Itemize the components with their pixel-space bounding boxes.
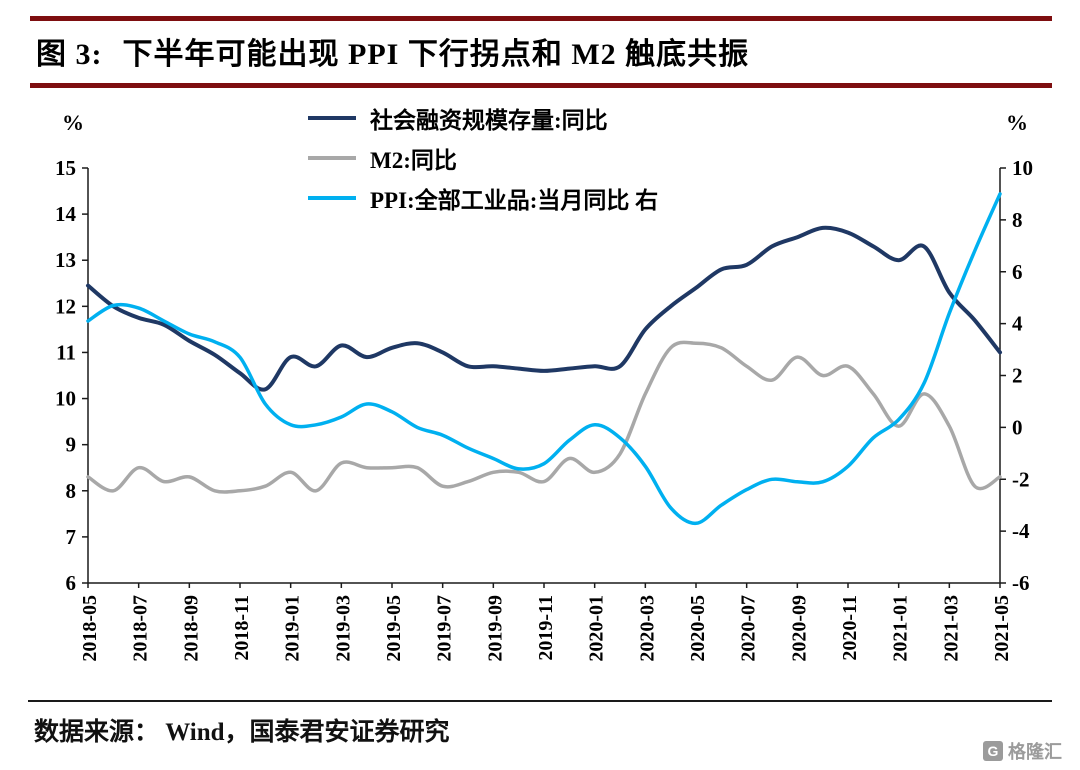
series-line-1 [86,340,1002,494]
left-axis-label: 12 [55,294,76,318]
chart-canvas: 6 7 8 9 10 11 12 13 14 15 -6 -4 -2 0 2 4 6 8 10 2018-05 2018… [55,156,1033,662]
right-axis-label: 2 [1012,364,1023,388]
legend-label: 社会融资规模存量:同比 [370,108,608,133]
right-axis-label: 4 [1012,312,1023,336]
chart-legend: 社会融资规模存量:同比 M2:同比 PPI:全部工业品:当月同比 右 [308,98,658,218]
figure-title-text: 下半年可能出现 PPI 下行拐点和 M2 触底共振 [122,38,750,71]
figure-title: 图 3: 下半年可能出现 PPI 下行拐点和 M2 触底共振 [30,21,1052,83]
right-axis-label: -2 [1012,467,1030,491]
x-axis-label: 2020-01 [586,595,608,662]
right-axis-label: 6 [1012,260,1023,284]
x-axis-label: 2019-05 [383,595,405,662]
right-axis-label: 10 [1012,156,1033,180]
title-rule-bottom [30,83,1052,88]
left-axis-unit: % [62,110,84,135]
series-line-0 [86,225,1002,392]
x-axis-label: 2020-11 [839,595,861,661]
x-axis-label: 2021-05 [991,595,1013,662]
gelonghui-watermark: G 格隆汇 [983,738,1062,764]
legend-label: M2:同比 [370,148,457,173]
legend-label: PPI:全部工业品:当月同比 右 [370,188,659,213]
right-axis-label: 0 [1012,415,1023,439]
gelonghui-logo-text: 格隆汇 [1008,742,1062,762]
x-axis-label: 2019-07 [434,595,456,662]
x-axis-label: 2018-05 [79,595,101,662]
x-axis-label: 2020-07 [738,595,760,662]
x-axis-label: 2021-03 [940,595,962,662]
figure-number: 图 3: [36,38,103,71]
x-axis-label: 2020-05 [687,595,709,662]
left-axis-label: 10 [55,387,76,411]
m2-line-swatch [308,156,356,160]
left-axis-label: 13 [55,248,76,272]
gelonghui-logo-icon: G [983,741,1003,761]
left-axis-label: 7 [66,525,77,549]
right-axis-unit: % [1006,110,1028,135]
right-axis-label: -6 [1012,571,1030,595]
ppi-line-swatch [308,196,356,200]
x-axis-label: 2018-07 [130,595,152,662]
social-financing-line-swatch [308,116,356,120]
footer-divider [28,700,1052,702]
legend-item-social-financing: 社会融资规模存量:同比 [308,98,658,138]
x-axis-label: 2019-03 [332,595,354,662]
left-axis-label: 14 [55,202,77,226]
title-block: 图 3: 下半年可能出现 PPI 下行拐点和 M2 触底共振 [30,16,1052,88]
legend-item-m2: M2:同比 [308,138,658,178]
left-axis-label: 15 [55,156,76,180]
x-axis-label: 2019-11 [535,595,557,661]
legend-item-ppi: PPI:全部工业品:当月同比 右 [308,178,658,218]
x-axis-label: 2020-03 [636,595,658,662]
x-axis-label: 2018-11 [231,595,253,661]
x-axis-label: 2020-09 [788,595,810,662]
x-axis-label: 2019-09 [484,595,506,662]
x-axis-label: 2018-09 [180,595,202,662]
x-axis-label: 2021-01 [890,595,912,662]
right-axis-label: 8 [1012,208,1023,232]
data-source: 数据来源： Wind，国泰君安证券研究 [34,719,450,746]
right-axis-label: -4 [1012,519,1030,543]
left-axis-label: 6 [66,571,77,595]
title-rule-top [30,16,1052,21]
left-axis-label: 8 [66,479,77,503]
left-axis-label: 11 [56,340,76,364]
series-line-2 [86,192,1002,526]
left-axis-label: 9 [66,433,77,457]
x-axis-label: 2019-01 [282,595,304,662]
